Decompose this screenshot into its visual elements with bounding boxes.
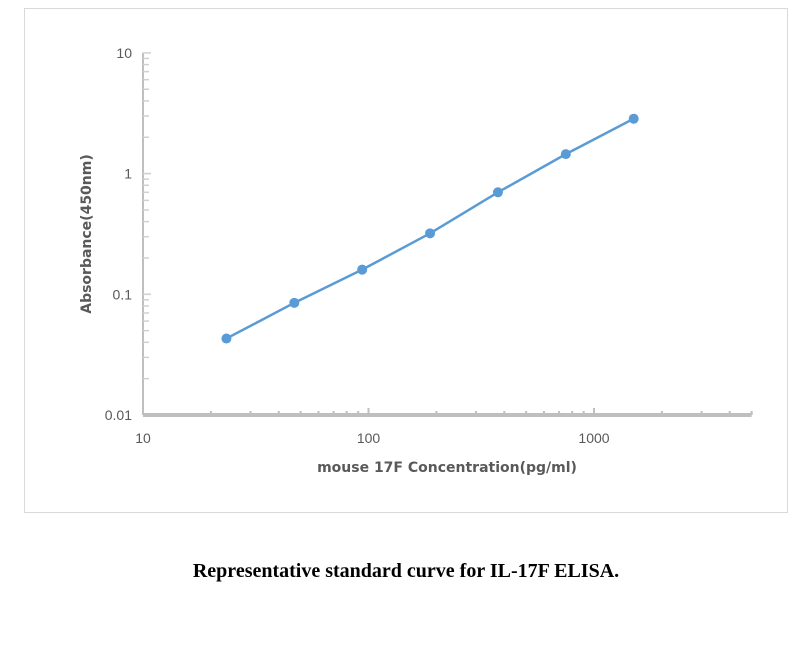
x-axis xyxy=(142,408,753,417)
data-point-marker xyxy=(289,297,300,308)
data-point-marker xyxy=(492,187,503,198)
x-tick-label: 1000 xyxy=(578,430,609,446)
y-tick-label: 10 xyxy=(116,45,132,61)
data-point-marker xyxy=(425,228,436,239)
y-axis xyxy=(142,52,151,416)
y-tick-label: 0.1 xyxy=(113,286,133,302)
y-tick-label: 0.01 xyxy=(105,407,132,423)
figure-caption: Representative standard curve for IL-17F… xyxy=(192,560,620,582)
x-tick-label: 100 xyxy=(357,430,381,446)
data-point-marker xyxy=(357,264,368,275)
x-tick-label: 10 xyxy=(135,430,151,446)
y-tick-label: 1 xyxy=(124,166,132,182)
y-tick-labels: 10 1 0.1 0.01 xyxy=(105,45,132,423)
data-series xyxy=(221,113,639,344)
y-axis-title: Absorbance(450nm) xyxy=(79,154,95,314)
data-point-marker xyxy=(560,149,571,160)
x-axis-title: mouse 17F Concentration(pg/ml) xyxy=(317,460,577,476)
data-point-marker xyxy=(221,333,232,344)
chart-plot: 10 1 0.1 0.01 10 100 1000 Absorbance(450nm) m… xyxy=(79,45,753,476)
chart-frame xyxy=(24,8,788,513)
data-point-marker xyxy=(628,113,639,124)
x-tick-labels: 10 100 1000 xyxy=(135,430,610,446)
